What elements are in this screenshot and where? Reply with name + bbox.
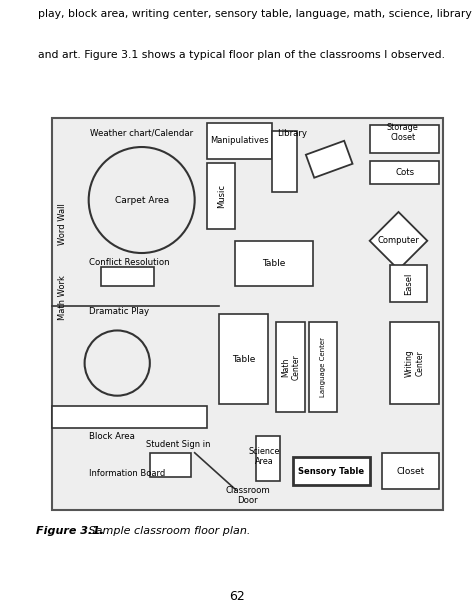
- Bar: [207, 123, 272, 159]
- Text: Library: Library: [277, 129, 308, 138]
- Bar: [309, 322, 337, 412]
- Text: Cots: Cots: [395, 168, 414, 177]
- Text: Storage
Closet: Storage Closet: [387, 123, 419, 142]
- Bar: [391, 265, 427, 302]
- Bar: [276, 322, 305, 412]
- Text: Writing
Center: Writing Center: [405, 349, 425, 377]
- Text: Sample classroom floor plan.: Sample classroom floor plan.: [85, 526, 251, 536]
- Text: Table: Table: [263, 259, 286, 268]
- Text: Math
Center: Math Center: [281, 354, 300, 380]
- Bar: [370, 161, 439, 184]
- Text: Language Center: Language Center: [320, 337, 326, 397]
- Text: play, block area, writing center, sensory table, language, math, science, librar: play, block area, writing center, sensor…: [38, 9, 474, 19]
- Bar: [236, 241, 313, 286]
- Text: Math Work: Math Work: [58, 275, 67, 321]
- Text: Conflict Resolution: Conflict Resolution: [89, 258, 170, 267]
- Text: Word Wall: Word Wall: [58, 204, 67, 245]
- Text: Science
Area: Science Area: [248, 447, 280, 466]
- Bar: [150, 453, 191, 477]
- Bar: [101, 267, 154, 286]
- Text: Easel: Easel: [404, 272, 413, 295]
- Bar: [382, 453, 439, 489]
- Text: Carpet Area: Carpet Area: [115, 196, 169, 205]
- Bar: [207, 163, 236, 229]
- Text: Manipulatives: Manipulatives: [210, 137, 269, 145]
- Text: and art. Figure 3.1 shows a typical floor plan of the classrooms I observed.: and art. Figure 3.1 shows a typical floo…: [38, 50, 445, 61]
- Text: Weather chart/Calendar: Weather chart/Calendar: [90, 129, 193, 138]
- Text: Music: Music: [217, 184, 226, 208]
- Text: Information Board: Information Board: [89, 469, 165, 478]
- Bar: [292, 457, 370, 485]
- Text: Closet: Closet: [397, 466, 425, 476]
- Bar: [219, 314, 268, 404]
- Text: Classroom
Door: Classroom Door: [225, 486, 270, 505]
- Text: Sensory Table: Sensory Table: [298, 466, 365, 476]
- Text: Table: Table: [232, 354, 255, 364]
- Bar: [272, 131, 297, 192]
- Text: Computer: Computer: [378, 236, 419, 245]
- Text: Dramatic Play: Dramatic Play: [89, 307, 149, 316]
- Bar: [370, 212, 428, 270]
- Text: Figure 3.1.: Figure 3.1.: [36, 526, 104, 536]
- Bar: [306, 141, 353, 178]
- Text: Student Sign in: Student Sign in: [146, 440, 210, 449]
- Bar: [52, 406, 207, 428]
- Text: Block Area: Block Area: [89, 432, 135, 441]
- Text: 62: 62: [229, 590, 245, 603]
- Bar: [391, 322, 439, 404]
- Bar: [370, 124, 439, 153]
- Bar: [256, 436, 280, 481]
